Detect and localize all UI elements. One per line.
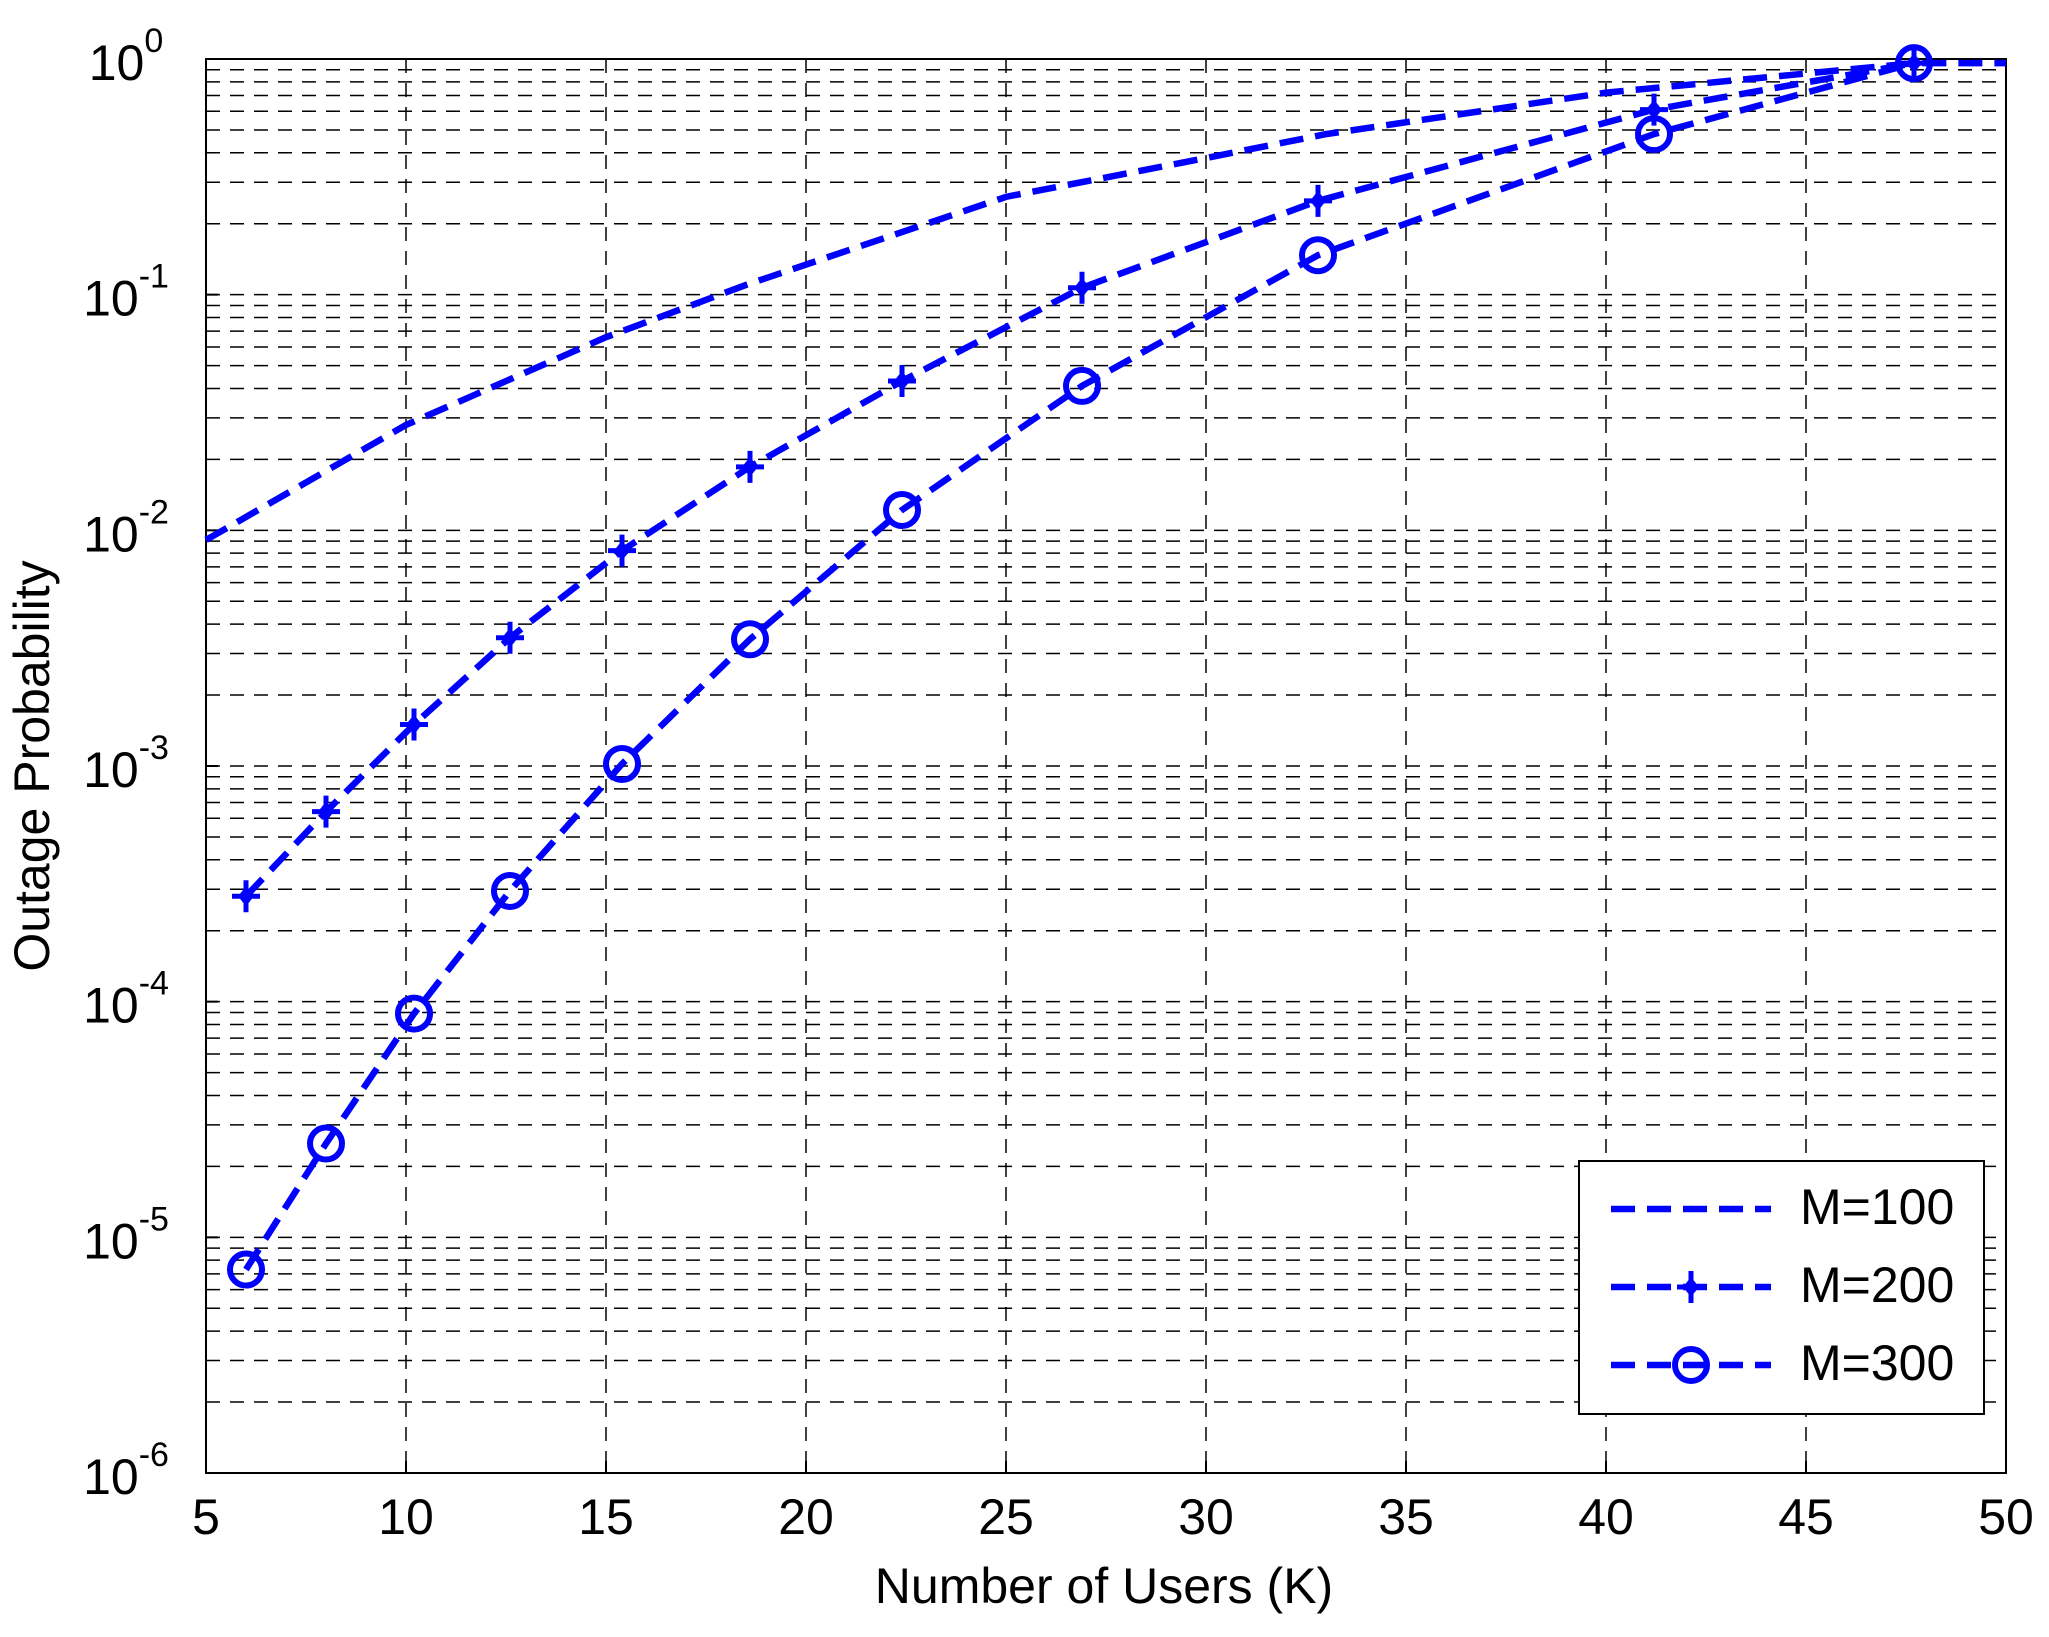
legend-box: [1578, 1160, 1985, 1415]
x-tick-label: 40: [1578, 1489, 1634, 1545]
legend-label: M=300: [1800, 1335, 1954, 1391]
marker-plus: [312, 795, 340, 828]
marker: [736, 450, 764, 483]
x-tick-label: 15: [578, 1489, 634, 1545]
y-tick-base: 10: [83, 742, 139, 798]
marker-plus: [1068, 271, 1096, 304]
y-tick-exponent: -6: [139, 1436, 169, 1474]
legend-label: M=100: [1800, 1179, 1954, 1235]
marker-plus: [1677, 1271, 1705, 1303]
y-tick-label: 10-3: [83, 729, 169, 798]
y-tick-label: 10-1: [83, 258, 169, 327]
y-tick-label: 10-2: [83, 493, 169, 562]
x-tick-label: 50: [1978, 1489, 2034, 1545]
y-tick-base: 10: [89, 35, 145, 91]
marker: [496, 621, 524, 654]
y-tick-exponent: -3: [139, 729, 169, 767]
marker-plus: [888, 365, 916, 398]
y-tick-exponent: -2: [139, 493, 169, 531]
marker: [232, 880, 260, 913]
x-tick-label: 35: [1378, 1489, 1434, 1545]
marker: [307, 1124, 345, 1163]
marker: [603, 744, 641, 783]
plot-frame: [205, 58, 2007, 1474]
x-axis-label: Number of Users (K): [875, 1558, 1333, 1614]
marker: [888, 365, 916, 398]
y-tick-exponent: -4: [139, 965, 169, 1003]
x-tick-label: 20: [778, 1489, 834, 1545]
y-tick-base: 10: [83, 1449, 139, 1505]
y-tick-base: 10: [83, 271, 139, 327]
marker-plus: [608, 534, 636, 567]
legend-label: M=200: [1800, 1257, 1954, 1313]
marker-plus: [232, 880, 260, 913]
marker: [1068, 271, 1096, 304]
y-tick-base: 10: [83, 1214, 139, 1270]
marker: [1304, 184, 1332, 217]
y-tick-label: 10-5: [83, 1200, 169, 1269]
y-tick-exponent: 0: [144, 22, 163, 60]
marker: [400, 708, 428, 741]
marker: [395, 994, 433, 1033]
y-tick-base: 10: [83, 978, 139, 1034]
marker: [1895, 44, 1933, 83]
marker-plus: [496, 621, 524, 654]
marker: [1672, 1346, 1710, 1384]
marker: [731, 620, 769, 659]
x-tick-label: 25: [978, 1489, 1034, 1545]
x-tick-label: 45: [1778, 1489, 1834, 1545]
y-tick-exponent: -5: [139, 1200, 169, 1238]
x-tick-label: 10: [378, 1489, 434, 1545]
y-tick-base: 10: [83, 507, 139, 563]
y-tick-exponent: -1: [139, 258, 169, 296]
x-tick-label: 30: [1178, 1489, 1234, 1545]
marker: [608, 534, 636, 567]
series-line: [204, 59, 2006, 543]
y-tick-label: 10-4: [83, 965, 169, 1034]
series-line: [243, 60, 1915, 1272]
marker: [227, 1250, 265, 1289]
marker: [1299, 236, 1337, 275]
marker-plus: [1304, 184, 1332, 217]
marker-plus: [736, 450, 764, 483]
y-tick-label: 100: [89, 22, 164, 91]
marker: [312, 795, 340, 828]
marker: [883, 490, 921, 529]
y-axis-label: Outage Probability: [4, 560, 60, 971]
marker: [1063, 366, 1101, 405]
x-tick-label: 5: [192, 1489, 220, 1545]
marker-plus: [400, 708, 428, 741]
marker: [491, 871, 529, 910]
y-tick-label: 10-6: [83, 1436, 169, 1505]
marker: [1677, 1271, 1705, 1303]
marker: [1635, 115, 1673, 154]
